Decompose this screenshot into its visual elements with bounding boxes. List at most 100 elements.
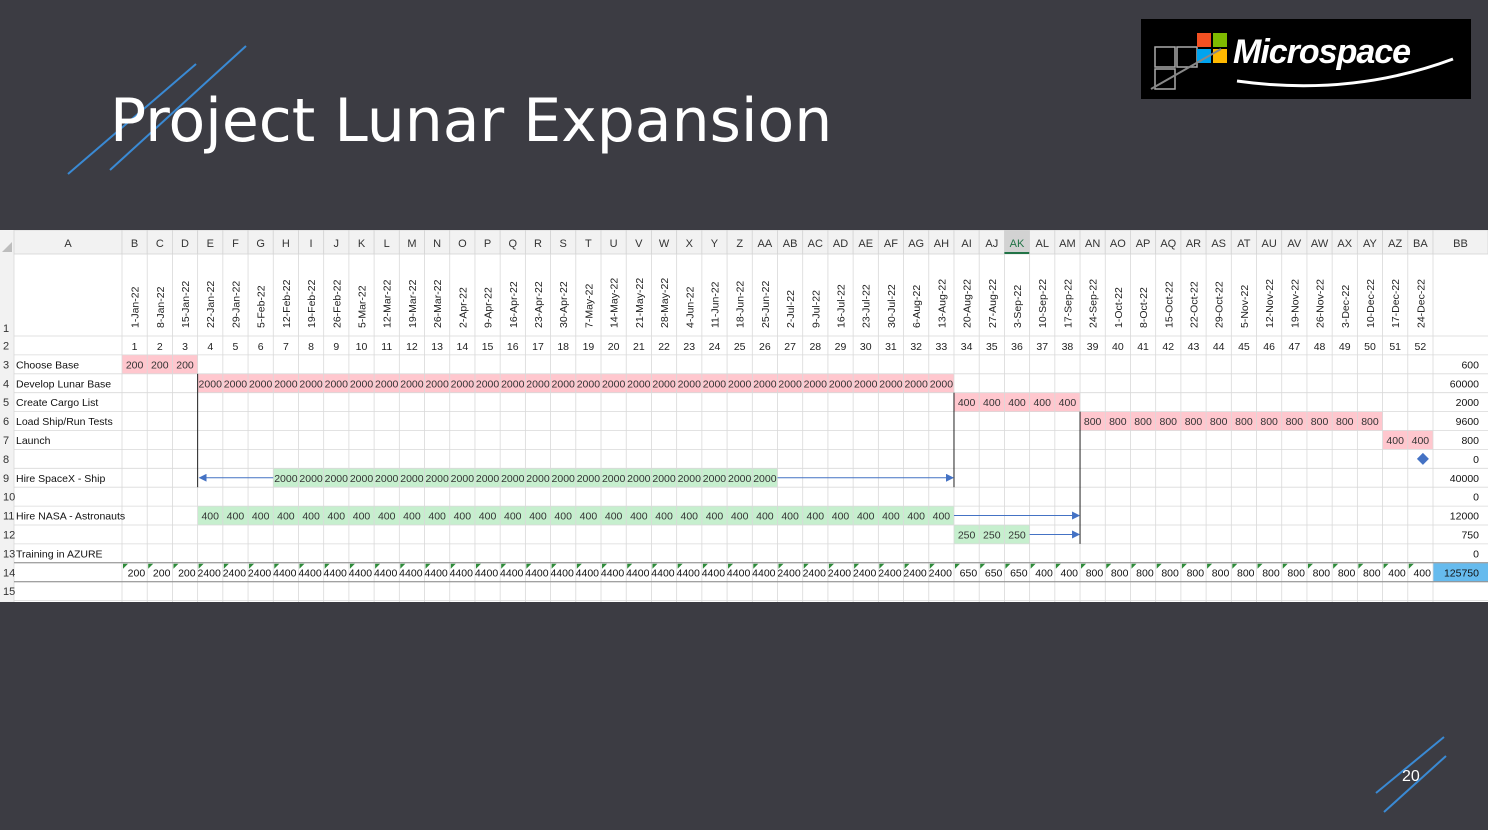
task-bar-row-5 xyxy=(953,392,1081,412)
page-number: 20 xyxy=(1402,768,1420,785)
formula-flag-icon xyxy=(1307,563,1313,569)
week-number: 14 xyxy=(457,341,469,353)
task-cell-value: 400 xyxy=(857,511,875,523)
week-number: 2 xyxy=(157,341,163,353)
column-header-av xyxy=(1281,229,1308,255)
weekly-total-cell: 4400 xyxy=(374,567,398,579)
column-letter-y: Y xyxy=(711,238,719,250)
formula-flag-icon xyxy=(375,563,381,569)
column-header-x xyxy=(676,229,703,255)
column-header-n xyxy=(424,229,451,255)
task-total-row-9: 40000 xyxy=(1450,473,1479,485)
column-header-al xyxy=(1029,229,1056,255)
week-number: 13 xyxy=(431,341,443,353)
row-number: 5 xyxy=(3,397,9,409)
week-number: 24 xyxy=(709,341,721,353)
week-date-label: 19-Mar-22 xyxy=(407,279,419,328)
task-cell-value: 400 xyxy=(479,511,497,523)
week-number: 32 xyxy=(910,341,922,353)
column-header-h xyxy=(272,229,299,255)
column-letter-i: I xyxy=(310,238,313,250)
row-header-bar xyxy=(0,230,14,602)
week-number: 26 xyxy=(759,341,771,353)
logo-text: Microspace xyxy=(1233,33,1411,71)
weekly-total-cell: 4400 xyxy=(677,567,701,579)
column-letter-ax: AX xyxy=(1337,238,1352,250)
task-cell-value: 400 xyxy=(554,511,572,523)
task-cell-value: 400 xyxy=(706,511,724,523)
task-cell-value: 800 xyxy=(1160,416,1178,428)
formula-flag-icon xyxy=(753,563,759,569)
weekly-total-cell: 800 xyxy=(1262,567,1280,579)
week-date-label: 23-Jul-22 xyxy=(861,284,873,328)
weekly-total-cell: 4400 xyxy=(500,567,524,579)
week-number: 7 xyxy=(283,341,289,353)
task-cell-value: 400 xyxy=(1059,397,1077,409)
week-number: 35 xyxy=(986,341,998,353)
task-cell-value: 800 xyxy=(1311,416,1329,428)
task-name-row-11: Hire NASA - Astronauts xyxy=(16,511,125,523)
weekly-total-cell: 4400 xyxy=(450,567,474,579)
formula-flag-icon xyxy=(854,563,860,569)
row-number: 10 xyxy=(3,492,15,504)
task-total-row-4: 60000 xyxy=(1450,378,1479,390)
formula-flag-icon xyxy=(1257,563,1263,569)
week-date-label: 29-Oct-22 xyxy=(1214,281,1226,328)
column-letter-l: L xyxy=(384,238,390,250)
column-header-c xyxy=(146,229,173,255)
row-number: 15 xyxy=(3,586,15,598)
row-number: 11 xyxy=(3,511,14,523)
column-letter-ae: AE xyxy=(858,238,873,250)
column-letter-q: Q xyxy=(508,238,517,250)
formula-flag-icon xyxy=(173,563,179,569)
task-total-row-8: 0 xyxy=(1473,454,1479,466)
week-date-label: 16-Apr-22 xyxy=(508,281,520,328)
week-number: 15 xyxy=(482,341,494,353)
week-number: 30 xyxy=(860,341,872,353)
formula-flag-icon xyxy=(576,563,582,569)
column-header-af xyxy=(877,229,904,255)
task-cell-value: 400 xyxy=(807,511,825,523)
column-letter-ak: AK xyxy=(1010,238,1025,250)
task-cell-value: 2000 xyxy=(728,378,752,390)
formula-flag-icon xyxy=(1408,563,1414,569)
weekly-total-cell: 4400 xyxy=(702,567,726,579)
column-header-r xyxy=(524,229,551,255)
task-cell-value: 800 xyxy=(1361,416,1379,428)
task-cell-value: 200 xyxy=(176,359,194,371)
column-letter-r: R xyxy=(534,238,542,250)
formula-flag-icon xyxy=(400,563,406,569)
column-header-az xyxy=(1382,229,1409,255)
week-date-label: 5-Mar-22 xyxy=(357,285,369,328)
weekly-total-cell: 400 xyxy=(1061,567,1079,579)
weekly-total-cell: 200 xyxy=(153,567,171,579)
week-number: 1 xyxy=(132,341,138,353)
weekly-total-cell: 650 xyxy=(960,567,978,579)
column-header-ba xyxy=(1407,229,1434,255)
task-cell-value: 2000 xyxy=(854,378,878,390)
column-letter-c: C xyxy=(156,238,164,250)
task-total-row-3: 600 xyxy=(1461,359,1479,371)
week-number: 52 xyxy=(1415,341,1427,353)
task-cell-value: 400 xyxy=(958,397,976,409)
formula-flag-icon xyxy=(249,563,255,569)
week-number: 37 xyxy=(1036,341,1048,353)
formula-flag-icon xyxy=(148,563,154,569)
task-cell-value: 400 xyxy=(201,511,219,523)
column-header-am xyxy=(1054,229,1081,255)
task-total-row-13: 0 xyxy=(1473,548,1479,560)
week-number: 5 xyxy=(233,341,239,353)
column-letter-u: U xyxy=(610,238,618,250)
weekly-total-cell: 2400 xyxy=(197,567,221,579)
gantt-spreadsheet[interactable]: A B C D E F G H I J K L M N O P Q R S T U V W X Y Z AA AB AC AD AE AF AG… xyxy=(0,229,1488,602)
week-date-label: 9-Apr-22 xyxy=(483,287,495,328)
weekly-total-cell: 4400 xyxy=(651,567,675,579)
task-cell-value: 2000 xyxy=(350,378,374,390)
task-cell-value: 2000 xyxy=(325,378,349,390)
column-letter-an: AN xyxy=(1085,238,1100,250)
weekly-total-cell: 650 xyxy=(1010,567,1028,579)
grand-total-highlight xyxy=(1433,562,1488,582)
week-date-label: 25-Jun-22 xyxy=(760,281,772,328)
weekly-total-cell: 2400 xyxy=(929,567,953,579)
task-cell-value: 800 xyxy=(1336,416,1354,428)
